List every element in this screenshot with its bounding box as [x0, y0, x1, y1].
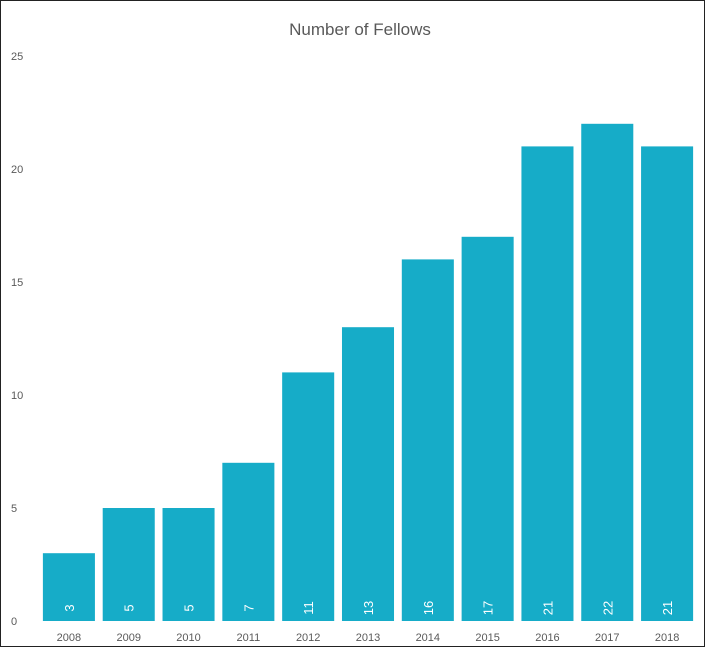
chart-title: Number of Fellows — [289, 20, 431, 39]
x-tick-label: 2009 — [116, 632, 140, 644]
bar-2017 — [581, 123, 634, 622]
data-label-2010: 5 — [182, 604, 197, 611]
data-label-2017: 22 — [600, 601, 615, 615]
x-tick-label: 2014 — [416, 632, 440, 644]
x-tick-label: 2016 — [535, 632, 559, 644]
x-tick-label: 2017 — [595, 632, 619, 644]
x-tick-label: 2011 — [237, 632, 261, 644]
data-label-2018: 21 — [660, 601, 675, 615]
data-label-2012: 11 — [301, 601, 316, 615]
data-label-2009: 5 — [122, 604, 137, 611]
bar-2010 — [162, 508, 215, 621]
y-tick-label: 10 — [11, 390, 23, 402]
x-tick-label: 2012 — [296, 632, 320, 644]
data-label-2016: 21 — [540, 601, 555, 615]
x-axis-ticks: 2008 2009 2010 2011 2012 2013 2014 2015 2016 2017… — [57, 632, 680, 644]
data-label-2015: 17 — [481, 601, 496, 615]
data-label-2008: 3 — [62, 604, 77, 611]
bar-2015 — [461, 236, 514, 622]
y-tick-label: 20 — [11, 164, 23, 176]
data-label-2011: 7 — [241, 604, 256, 611]
bar-2012 — [282, 372, 335, 621]
bar-2016 — [521, 146, 574, 621]
bar-2011 — [222, 462, 275, 621]
x-tick-label: 2018 — [655, 632, 679, 644]
data-label-2013: 13 — [361, 601, 376, 615]
bar-2009 — [102, 508, 155, 621]
y-axis-ticks: 0 5 10 15 20 25 — [11, 51, 23, 628]
bars — [42, 123, 694, 622]
bar-2013 — [341, 327, 395, 621]
bar-2014 — [401, 259, 454, 621]
x-tick-label: 2008 — [57, 632, 81, 644]
data-labels: 3 5 5 7 11 13 16 17 21 22 21 — [62, 601, 675, 615]
x-tick-label: 2015 — [475, 632, 499, 644]
data-label-2014: 16 — [421, 601, 436, 615]
bar-2018 — [641, 146, 694, 621]
x-tick-label: 2010 — [176, 632, 200, 644]
y-tick-label: 0 — [11, 616, 17, 628]
y-tick-label: 15 — [11, 277, 23, 289]
x-tick-label: 2013 — [356, 632, 380, 644]
bar-2008 — [42, 553, 95, 621]
y-tick-label: 5 — [11, 503, 17, 515]
y-tick-label: 25 — [11, 51, 23, 63]
